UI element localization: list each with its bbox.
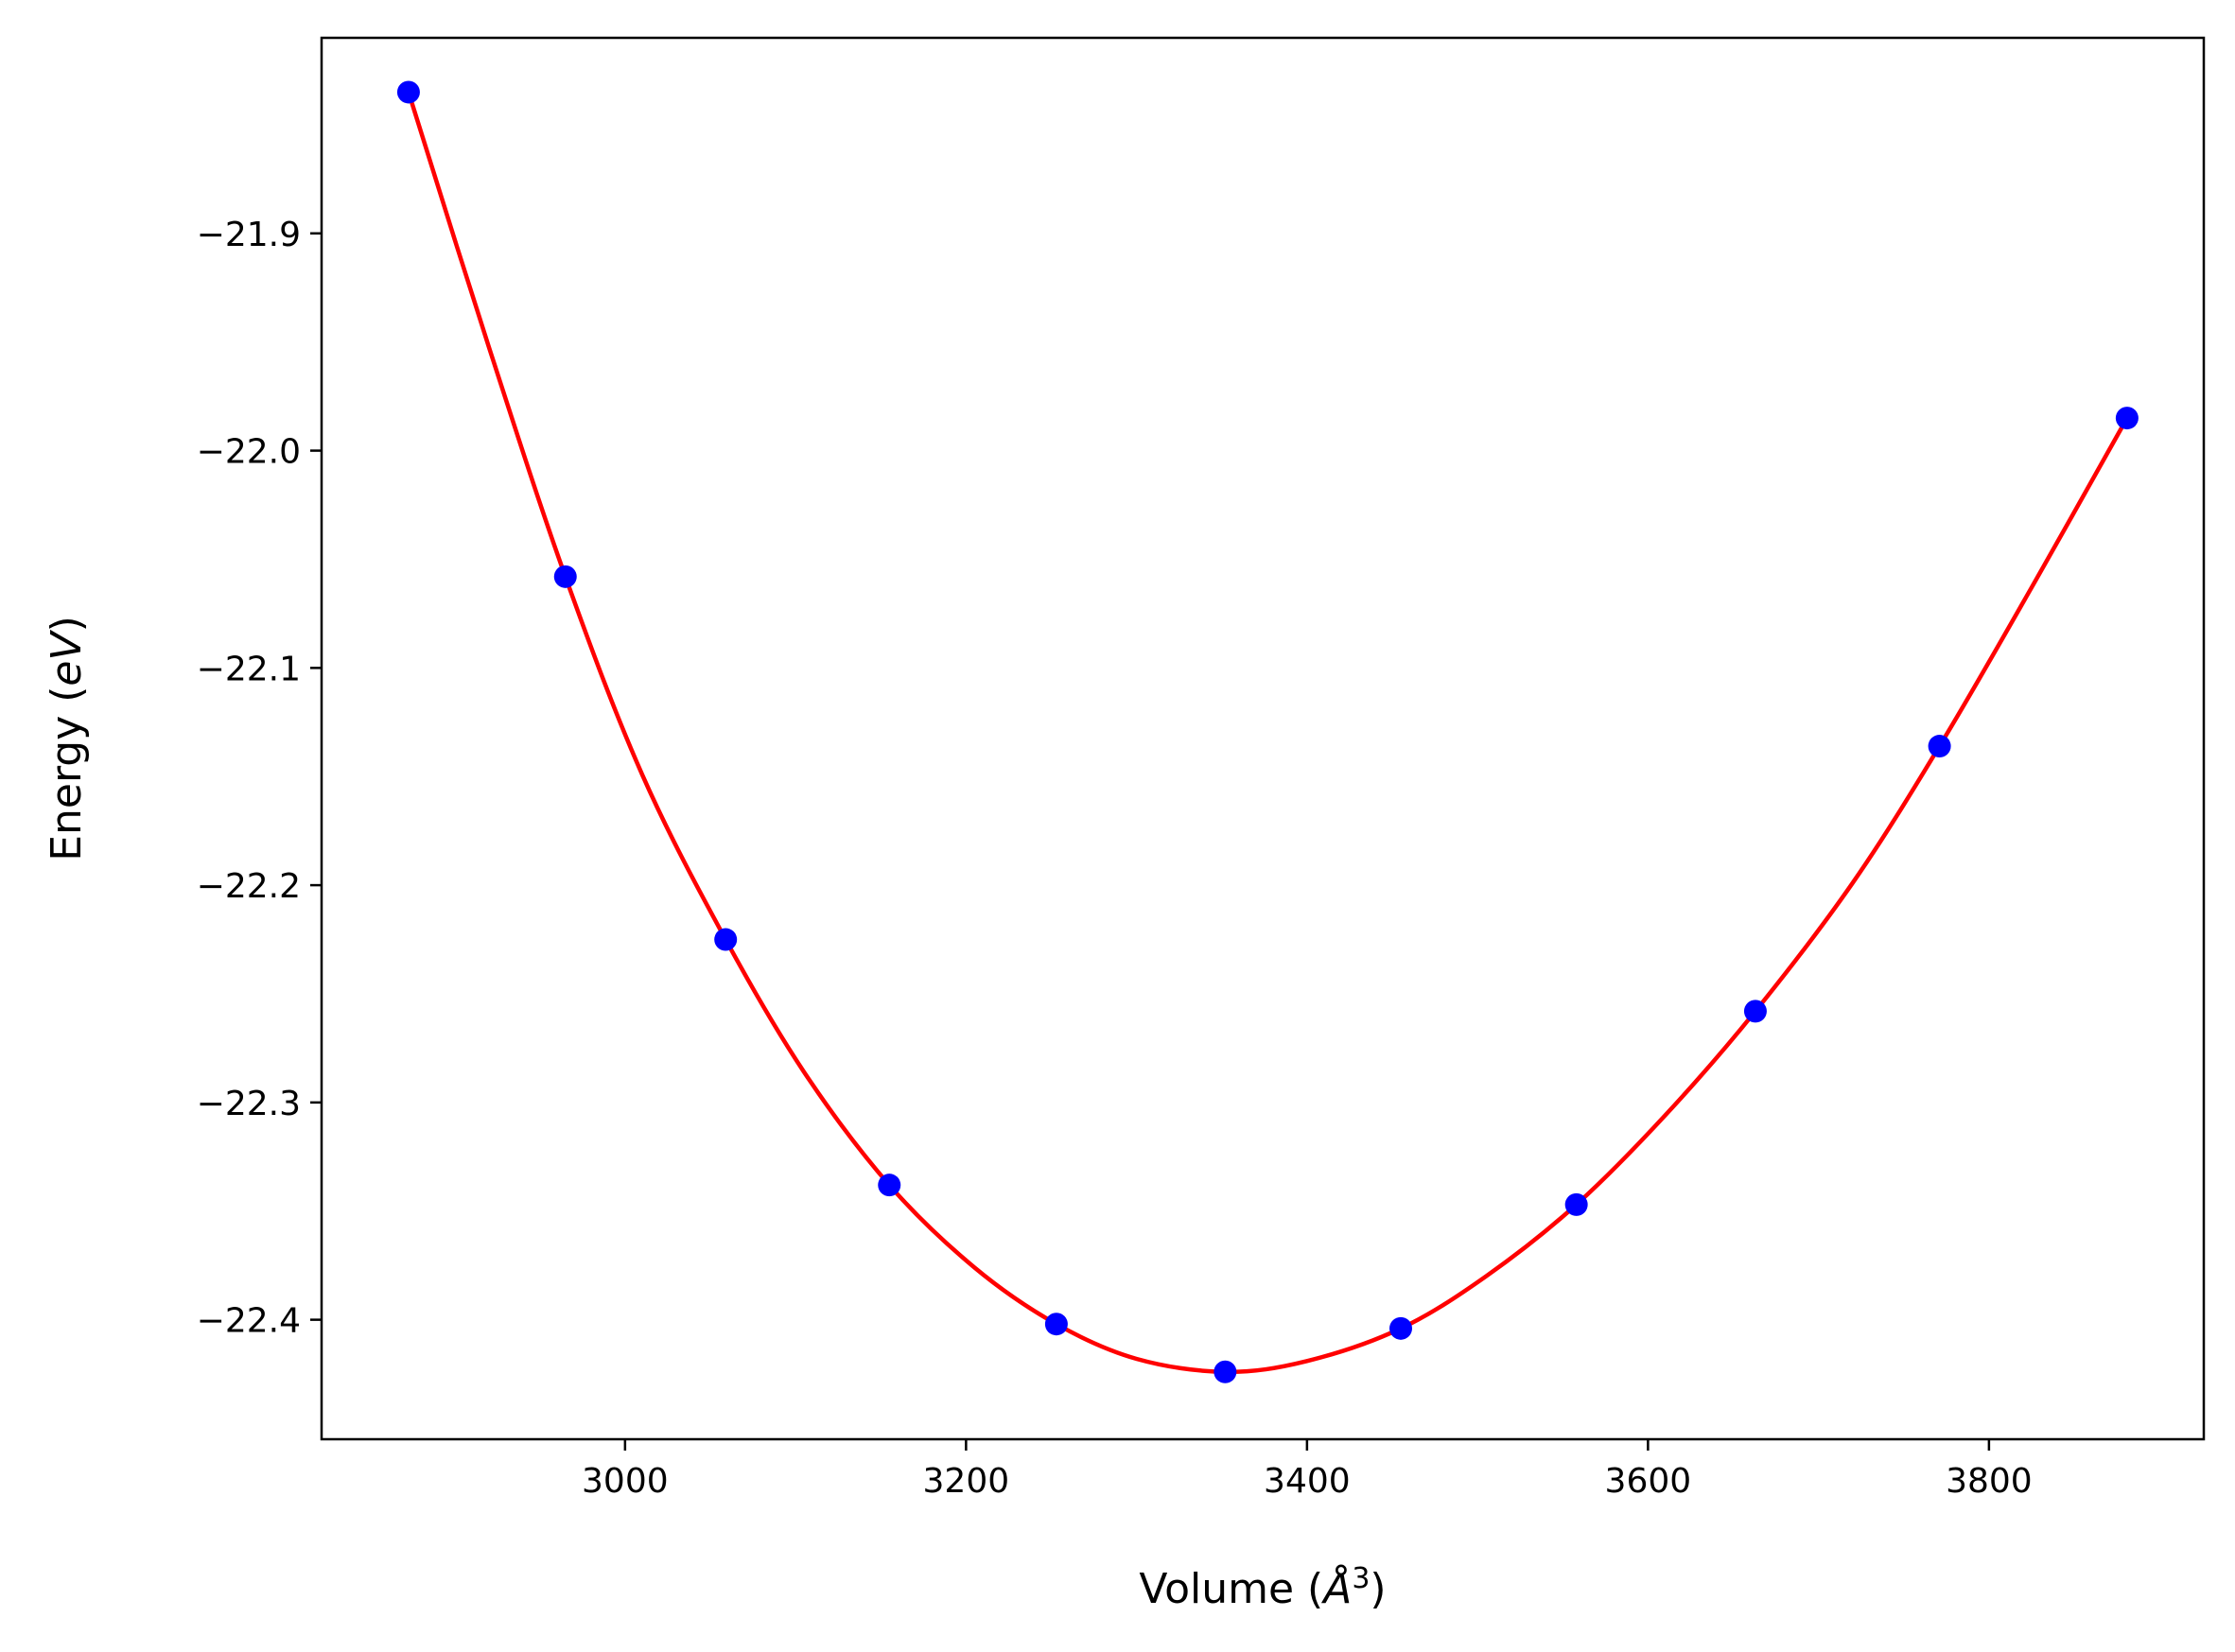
data-point [714,928,738,951]
fit-curve-layer [406,91,2129,1375]
data-point [1928,735,1951,758]
data-point [396,80,420,104]
data-point [1044,1313,1068,1336]
y-tick-label: −22.3 [197,1085,301,1123]
x-tick-label: 3000 [582,1462,669,1501]
data-point [1564,1192,1588,1216]
data-points-layer [396,80,2139,1383]
data-point [1743,1000,1767,1023]
y-tick-label: −21.9 [197,216,301,254]
data-point [1214,1360,1237,1383]
y-tick-label: −22.1 [197,650,301,688]
plot-frame [320,36,2206,1441]
x-tick-label: 3800 [1946,1462,2033,1501]
data-point [1389,1316,1413,1340]
x-tick-label: 3600 [1605,1462,1692,1501]
data-point [878,1174,901,1197]
y-axis: −21.9 −22.0 −22.1 −22.2 −22.3 −22.4 [197,216,322,1341]
x-axis-label: Volume (Å3) [1139,1562,1386,1613]
data-point [2115,407,2139,430]
y-tick-label: −22.4 [197,1302,301,1341]
y-tick-label: −22.0 [197,433,301,472]
data-point [553,565,577,588]
x-tick-label: 3200 [923,1462,1010,1501]
x-axis: 3000 3200 3400 3600 3800 [582,1439,2033,1501]
y-axis-label: Energy (eV) [43,616,91,861]
x-tick-label: 3400 [1264,1462,1351,1501]
fit-curve-line [406,91,2129,1375]
y-tick-label: −22.2 [197,867,301,906]
